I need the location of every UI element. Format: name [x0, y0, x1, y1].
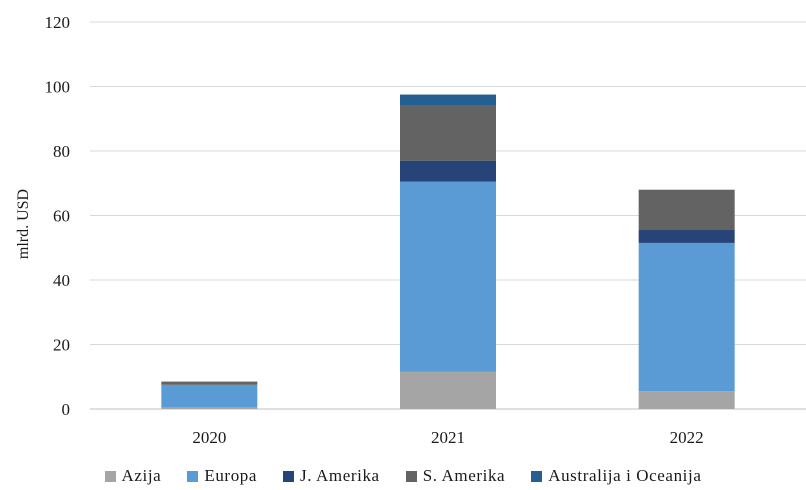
y-tick-label: 20 — [53, 336, 70, 355]
bar-segment-europa-2021 — [400, 181, 496, 372]
legend-label: Europa — [204, 466, 258, 485]
y-tick-label: 40 — [53, 271, 70, 290]
legend-item: Europa — [187, 466, 257, 486]
legend-swatch — [531, 470, 543, 482]
x-tick-label: 2021 — [431, 428, 465, 447]
bar-segment-azija-2020 — [161, 407, 258, 409]
bar-segment-j-amerika-2022 — [638, 230, 735, 243]
y-axis-ticks: 0 20 40 60 80 100 120 — [45, 13, 71, 419]
bar-segment-s-amerika-2021 — [400, 105, 496, 161]
bar-segment-australija-i-oceanija-2021 — [400, 94, 496, 106]
legend-swatch — [187, 470, 199, 482]
bar-segment-j-amerika-2021 — [400, 160, 496, 182]
bar-segment-azija-2021 — [400, 371, 496, 409]
y-tick-label: 100 — [45, 78, 71, 97]
bar-segment-s-amerika-2020 — [161, 381, 258, 385]
legend-swatch — [104, 470, 116, 482]
legend-swatch — [283, 470, 295, 482]
legend-label: J. Amerika — [300, 466, 380, 485]
bar-segment-s-amerika-2022 — [638, 189, 735, 231]
y-tick-label: 60 — [53, 207, 70, 226]
legend: Azija Europa J. Amerika S. Amerika Australij… — [0, 462, 806, 490]
legend-item: J. Amerika — [283, 466, 380, 486]
x-tick-label: 2022 — [670, 428, 704, 447]
legend-swatch — [405, 470, 417, 482]
stacked-bar-chart: 0 20 40 60 80 100 120 2020 2021 2022 mlrd. USD — [15, 13, 806, 447]
bar-segment-europa-2020 — [161, 384, 258, 408]
legend-label: Azija — [121, 466, 162, 485]
y-tick-label: 120 — [45, 13, 71, 32]
legend-item: Australija i Oceanija — [531, 466, 701, 486]
y-tick-label: 80 — [53, 142, 70, 161]
legend-item: Azija — [104, 466, 162, 486]
x-tick-label: 2020 — [192, 428, 226, 447]
bars — [161, 94, 735, 409]
bar-segment-europa-2022 — [638, 242, 735, 392]
legend-label: S. Amerika — [422, 466, 506, 485]
legend-item: S. Amerika — [405, 466, 506, 486]
y-tick-label: 0 — [62, 400, 71, 419]
y-axis-label: mlrd. USD — [15, 189, 32, 259]
x-axis-ticks: 2020 2021 2022 — [192, 428, 703, 447]
legend-label: Australija i Oceanija — [548, 466, 702, 485]
bar-segment-azija-2022 — [638, 391, 735, 409]
